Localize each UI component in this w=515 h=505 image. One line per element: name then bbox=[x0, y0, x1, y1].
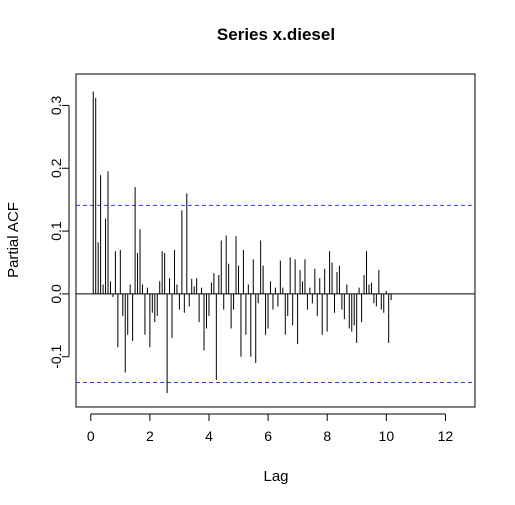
x-tick-label: 8 bbox=[323, 428, 331, 444]
x-tick-label: 10 bbox=[379, 428, 395, 444]
x-tick-label: 2 bbox=[146, 428, 154, 444]
x-axis-label: Lag bbox=[263, 468, 288, 485]
y-tick-label: 0.0 bbox=[48, 284, 64, 304]
chart-title: Series x.diesel bbox=[217, 25, 335, 44]
x-tick-label: 4 bbox=[205, 428, 213, 444]
y-tick-label: -0.1 bbox=[48, 344, 64, 368]
x-tick-label: 0 bbox=[87, 428, 95, 444]
pacf-bars bbox=[92, 91, 392, 394]
y-tick-label: 0.2 bbox=[48, 158, 64, 178]
y-axis-label: Partial ACF bbox=[5, 202, 22, 278]
plot-frame bbox=[75, 73, 476, 408]
x-axis: 0 2 4 6 8 10 12 bbox=[87, 413, 454, 444]
y-tick-label: 0.1 bbox=[48, 221, 64, 241]
x-tick-label: 12 bbox=[438, 428, 454, 444]
x-tick-label: 6 bbox=[264, 428, 272, 444]
y-axis: -0.1 0.0 0.1 0.2 0.3 bbox=[48, 95, 70, 369]
y-tick-label: 0.3 bbox=[48, 95, 64, 115]
